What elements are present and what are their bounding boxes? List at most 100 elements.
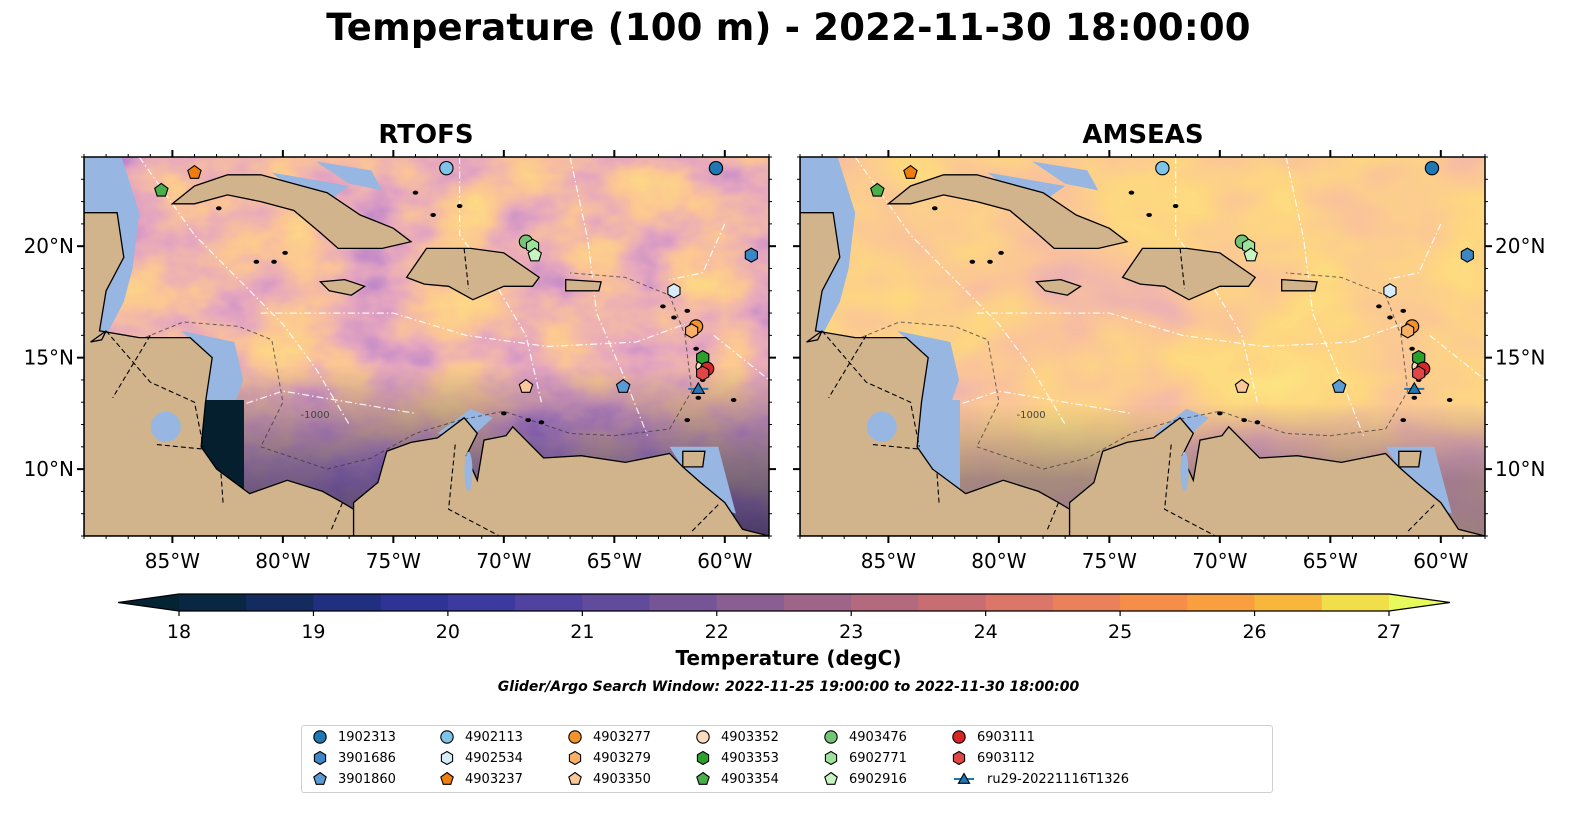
legend-label: 4902113 — [465, 729, 523, 745]
national-border — [1164, 444, 1216, 536]
lon-tick-label: 85°W — [861, 549, 916, 573]
colorbar-bin — [447, 594, 516, 611]
land-cuba — [170, 174, 413, 250]
colorbar-tick-label: 23 — [839, 621, 863, 643]
legend-label: 4903277 — [593, 729, 651, 745]
hexagon-icon — [313, 750, 327, 766]
legend-label: 4903279 — [593, 750, 651, 766]
legend-item-4903353: 4903353 — [693, 748, 779, 768]
bathymetry-contour — [139, 272, 693, 470]
legend-label: 4903350 — [593, 771, 651, 787]
legend-6902771-marker — [824, 750, 838, 766]
platform-legend: 1902313 3901686 3901860 4902113 4902534 49032… — [301, 725, 1273, 793]
legend-4903279-marker — [568, 750, 582, 766]
eez-boundary — [713, 334, 769, 381]
lat-tick-label: 15°N — [1495, 346, 1545, 370]
legend-label: 6902916 — [849, 771, 907, 787]
colorbar-tick-label: 27 — [1377, 621, 1401, 643]
legend-item-6903111: 6903111 — [949, 727, 1035, 747]
islet — [987, 259, 993, 264]
platform-ru29-20221116T1326-marker — [688, 381, 709, 394]
figure-title: Temperature (100 m) - 2022-11-30 18:00:0… — [326, 6, 1251, 49]
legend-item-3901860: 3901860 — [310, 769, 396, 789]
eez-boundary — [1429, 334, 1485, 381]
islet — [660, 304, 666, 309]
eez-boundary — [260, 312, 686, 348]
national-border — [1046, 502, 1060, 530]
legend-4903476-marker — [824, 730, 838, 744]
land-jamaica — [318, 278, 367, 296]
islet — [1254, 420, 1261, 425]
platform-4903279-marker — [685, 323, 699, 339]
map-axes: 85°W 80°W 75°W 70°W 65°W 60°W 10°N 15°N 20°N 85°W… — [24, 150, 1545, 573]
legend-4903354-marker — [696, 771, 710, 785]
platform-4903237-marker — [187, 164, 202, 179]
colorbar-tick-label: 18 — [167, 621, 191, 643]
islet — [671, 315, 677, 320]
land-jamaica — [1034, 278, 1083, 296]
platform-4903237-marker — [903, 164, 918, 179]
legend-label: 4903354 — [721, 771, 779, 787]
colorbar-title: Temperature (degC) — [675, 646, 902, 670]
pentagon-icon — [824, 771, 838, 785]
legend-label: 4903352 — [721, 729, 779, 745]
hexagon-icon — [824, 750, 838, 766]
colorbar-bin — [179, 594, 247, 611]
land-cuba — [886, 174, 1129, 250]
colorbar-bin — [1187, 594, 1256, 611]
circle-icon — [824, 730, 838, 744]
islet — [456, 204, 463, 209]
colorbar-extend-low — [118, 594, 179, 611]
legend-label: 3901686 — [338, 750, 396, 766]
land-trinidad — [1398, 450, 1422, 468]
platform-3901686-marker — [1460, 247, 1474, 263]
eez-boundary — [1385, 223, 1442, 281]
islet — [693, 346, 699, 351]
circle-icon — [952, 730, 966, 744]
lat-tick-label: 20°N — [1495, 234, 1545, 258]
islet — [430, 212, 436, 217]
land-yucatan_bay — [90, 330, 107, 343]
lon-tick-label: 65°W — [587, 549, 642, 573]
land-puertorico — [565, 278, 602, 292]
shallow-water — [1032, 161, 1099, 191]
islet — [1387, 315, 1393, 320]
land-central — [800, 157, 1071, 536]
colorbar-bin — [1321, 594, 1390, 611]
islet — [1409, 346, 1415, 351]
platform-3901860-marker — [615, 378, 631, 393]
national-border — [936, 473, 940, 505]
colorbar-extend-high — [1389, 594, 1450, 611]
colorbar-bin — [380, 594, 449, 611]
platform-6903112-marker — [1412, 365, 1426, 381]
national-border — [1179, 248, 1186, 289]
colorbar-tick-label: 20 — [436, 621, 460, 643]
colorbar-bin — [985, 594, 1054, 611]
platform-4902534-marker — [1383, 283, 1397, 299]
hexagon-icon — [952, 750, 966, 766]
islet — [1400, 418, 1407, 423]
land-southamerica — [1068, 416, 1485, 536]
islet — [969, 259, 976, 264]
land-masses — [800, 157, 1485, 536]
eez-boundary — [138, 157, 350, 425]
legend-6903111-marker — [952, 730, 966, 744]
map-panel-rtofs: -1000 — [84, 157, 769, 536]
land-hispaniola — [405, 247, 541, 301]
national-border — [330, 502, 344, 530]
national-border — [821, 330, 920, 447]
platform-3901686-marker — [744, 247, 758, 263]
lake — [464, 451, 473, 491]
islet — [253, 259, 260, 264]
national-border — [691, 504, 719, 532]
lat-tick-label: 20°N — [24, 234, 74, 258]
legend-item-3901686: 3901686 — [310, 748, 396, 768]
lat-tick-label: 10°N — [1495, 457, 1545, 481]
legend-label: ru29-20221116T1326 — [987, 771, 1130, 787]
legend-ru29-20221116T1326-marker — [954, 772, 974, 784]
platform-ru29-20221116T1326-marker — [1404, 381, 1425, 394]
legend-item-6902771: 6902771 — [821, 748, 907, 768]
legend-6902916-marker — [824, 771, 838, 785]
lon-tick-label: 60°W — [1413, 549, 1468, 573]
